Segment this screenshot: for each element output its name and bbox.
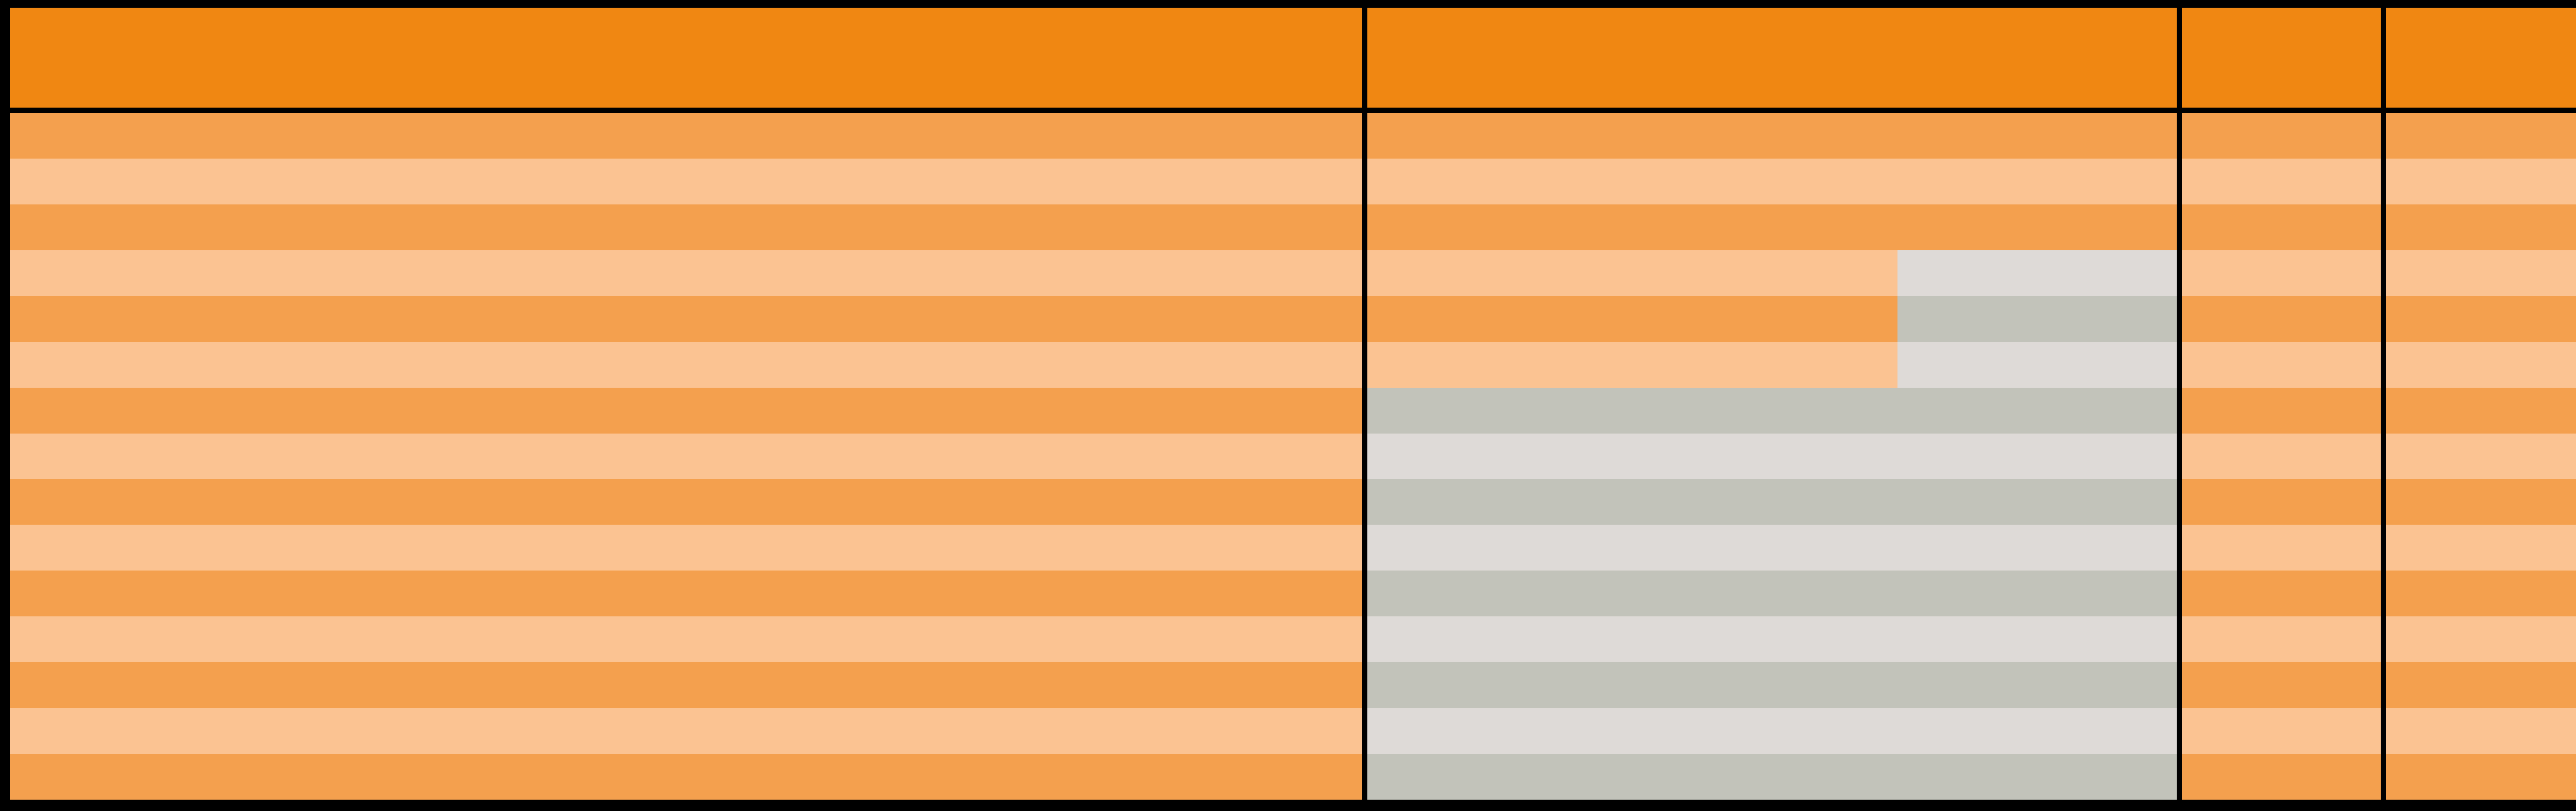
cell-r7-c3[interactable] — [2182, 388, 2381, 434]
orange-fill-bar — [2386, 571, 2576, 616]
cell-r9-c2[interactable] — [1367, 479, 2177, 525]
cell-r8-c3[interactable] — [2182, 434, 2381, 479]
orange-fill-bar — [2386, 388, 2576, 434]
cell-r11-c3[interactable] — [2182, 571, 2381, 616]
cell-r9-c1[interactable] — [10, 479, 1362, 525]
cell-r5-c2[interactable] — [1367, 296, 2177, 342]
orange-fill-bar — [2386, 754, 2576, 800]
cell-r12-c2[interactable] — [1367, 616, 2177, 662]
cell-r5-c4[interactable] — [2386, 296, 2576, 342]
orange-fill-bar — [1367, 250, 1897, 296]
orange-fill-bar — [2386, 342, 2576, 388]
orange-fill-bar — [1367, 296, 1897, 342]
cell-r11-c2[interactable] — [1367, 571, 2177, 616]
cell-r14-c4[interactable] — [2386, 708, 2576, 754]
orange-fill-bar — [2386, 296, 2576, 342]
orange-fill-bar — [2386, 250, 2576, 296]
cell-r12-c4[interactable] — [2386, 616, 2576, 662]
orange-fill-bar — [2386, 434, 2576, 479]
cell-r2-c3[interactable] — [2182, 159, 2381, 204]
orange-fill-bar — [2386, 616, 2576, 662]
orange-fill-bar — [2386, 708, 2576, 754]
cell-r8-c1[interactable] — [10, 434, 1362, 479]
cell-r15-c2[interactable] — [1367, 754, 2177, 800]
cell-r14-c3[interactable] — [2182, 708, 2381, 754]
cell-r3-c2[interactable] — [1367, 204, 2177, 250]
cell-r6-c1[interactable] — [10, 342, 1362, 388]
cell-r9-c4[interactable] — [2386, 479, 2576, 525]
orange-fill-bar — [2386, 159, 2576, 204]
cell-r5-c1[interactable] — [10, 296, 1362, 342]
cell-r12-c3[interactable] — [2182, 616, 2381, 662]
orange-fill-bar — [2386, 662, 2576, 708]
header-cell-c3[interactable] — [2182, 8, 2381, 108]
cell-r4-c2[interactable] — [1367, 250, 2177, 296]
header-cell-c1[interactable] — [10, 8, 1362, 108]
cell-r7-c1[interactable] — [10, 388, 1362, 434]
cell-r6-c2[interactable] — [1367, 342, 2177, 388]
cell-r7-c4[interactable] — [2386, 388, 2576, 434]
header-cell-c2[interactable] — [1367, 8, 2177, 108]
cell-r9-c3[interactable] — [2182, 479, 2381, 525]
cell-r6-c3[interactable] — [2182, 342, 2381, 388]
cell-r13-c3[interactable] — [2182, 662, 2381, 708]
orange-fill-bar — [2386, 525, 2576, 571]
header-cell-c4[interactable] — [2386, 8, 2576, 108]
cell-r1-c4[interactable] — [2386, 113, 2576, 159]
cell-r11-c1[interactable] — [10, 571, 1362, 616]
cell-r10-c2[interactable] — [1367, 525, 2177, 571]
cell-r5-c3[interactable] — [2182, 296, 2381, 342]
cell-r13-c2[interactable] — [1367, 662, 2177, 708]
cell-r14-c2[interactable] — [1367, 708, 2177, 754]
cell-r13-c4[interactable] — [2386, 662, 2576, 708]
cell-r13-c1[interactable] — [10, 662, 1362, 708]
cell-r3-c1[interactable] — [10, 204, 1362, 250]
cell-r4-c1[interactable] — [10, 250, 1362, 296]
cell-r3-c3[interactable] — [2182, 204, 2381, 250]
cell-r11-c4[interactable] — [2386, 571, 2576, 616]
cell-r2-c1[interactable] — [10, 159, 1362, 204]
cell-r15-c4[interactable] — [2386, 754, 2576, 800]
cell-r10-c4[interactable] — [2386, 525, 2576, 571]
cell-r10-c1[interactable] — [10, 525, 1362, 571]
cell-r12-c1[interactable] — [10, 616, 1362, 662]
cell-r1-c2[interactable] — [1367, 113, 2177, 159]
cell-r7-c2[interactable] — [1367, 388, 2177, 434]
cell-r10-c3[interactable] — [2182, 525, 2381, 571]
cell-r15-c3[interactable] — [2182, 754, 2381, 800]
orange-fill-bar — [2386, 479, 2576, 525]
cell-r4-c3[interactable] — [2182, 250, 2381, 296]
orange-fill-bar — [1367, 342, 1897, 388]
cell-r1-c1[interactable] — [10, 113, 1362, 159]
cell-r3-c4[interactable] — [2386, 204, 2576, 250]
cell-r15-c1[interactable] — [10, 754, 1362, 800]
cell-r2-c2[interactable] — [1367, 159, 2177, 204]
cell-r1-c3[interactable] — [2182, 113, 2381, 159]
cell-r6-c4[interactable] — [2386, 342, 2576, 388]
cell-r4-c4[interactable] — [2386, 250, 2576, 296]
cell-r2-c4[interactable] — [2386, 159, 2576, 204]
cell-r8-c2[interactable] — [1367, 434, 2177, 479]
cell-r14-c1[interactable] — [10, 708, 1362, 754]
cell-r8-c4[interactable] — [2386, 434, 2576, 479]
